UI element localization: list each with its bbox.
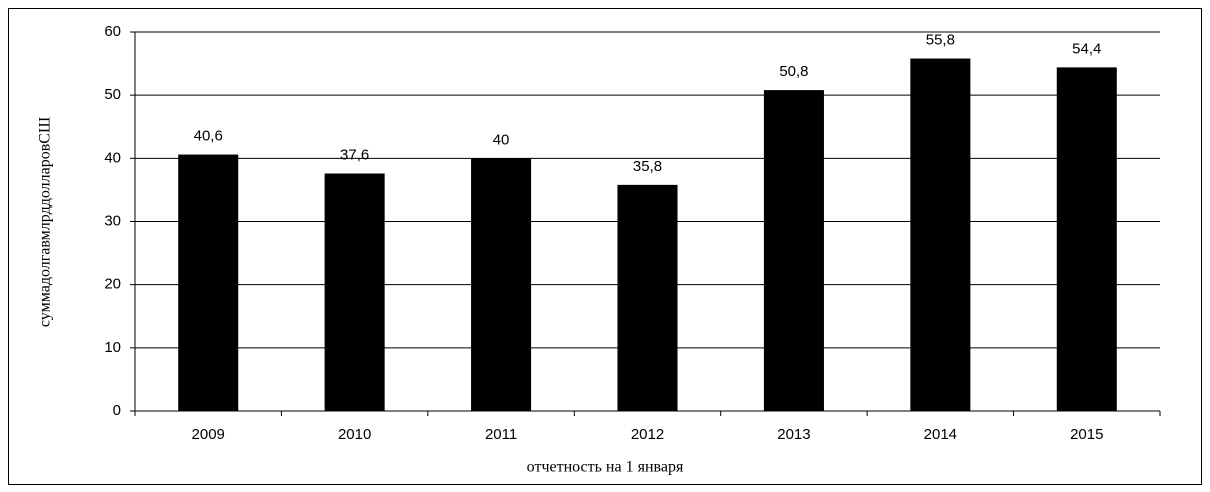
y-tick-label: 0 [113,402,121,419]
data-label: 55,8 [926,31,955,48]
x-tick-label: 2014 [924,426,957,443]
data-label: 50,8 [779,63,808,80]
bar [910,58,971,411]
x-tick-label: 2011 [485,426,517,443]
y-tick-label: 10 [104,339,121,356]
y-tick-label: 50 [104,86,121,103]
x-tick-label: 2012 [631,426,664,443]
x-axis-label: отчетность на 1 января [527,459,684,476]
y-tick-label: 20 [104,276,121,293]
x-tick-label: 2013 [777,426,810,443]
y-tick-label: 30 [104,212,121,229]
bar [763,90,824,411]
data-label: 35,8 [633,158,662,175]
data-label: 40,6 [194,128,223,145]
bar [324,173,385,411]
chart-border [8,8,1202,485]
bar [617,184,678,411]
bar [178,154,239,411]
x-tick-label: 2015 [1070,426,1103,443]
x-tick-label: 2009 [192,426,225,443]
data-label: 40 [493,131,510,148]
bar [1056,67,1117,411]
data-label: 37,6 [340,146,369,163]
y-tick-label: 60 [104,23,121,40]
x-tick-label: 2010 [338,426,371,443]
data-label: 54,4 [1072,40,1101,57]
y-axis-label: суммадолгавмлрддолларовСШ [37,117,54,327]
bar [471,158,532,411]
y-tick-label: 40 [104,149,121,166]
